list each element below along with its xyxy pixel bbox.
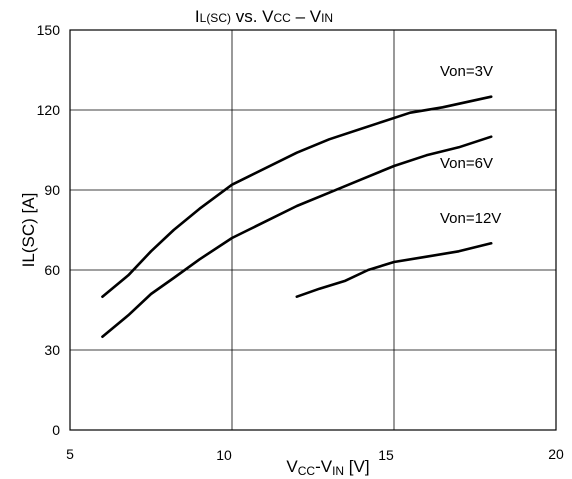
series-line-1 bbox=[101, 135, 493, 339]
series-label-von-3v: Von=3V bbox=[440, 63, 493, 80]
y-tick-label: 0 bbox=[52, 422, 60, 438]
series-line-0 bbox=[101, 95, 493, 299]
y-tick-label: 150 bbox=[37, 22, 61, 38]
x-tick-label: 10 bbox=[216, 447, 232, 463]
x-tick-label: 20 bbox=[548, 446, 564, 462]
series-label-von-12v: Von=12V bbox=[440, 210, 501, 227]
y-tick-label: 120 bbox=[37, 102, 61, 118]
x-tick-label: 15 bbox=[378, 447, 394, 463]
series-label-von-6v: Von=6V bbox=[440, 155, 493, 172]
y-tick-label: 30 bbox=[44, 342, 60, 358]
y-tick-labels: 0 30 60 90 120 150 bbox=[37, 22, 61, 438]
chart-title: IL(SC) vs. VCC – VIN bbox=[195, 7, 333, 26]
y-axis-label: IL(SC) [A] bbox=[19, 193, 38, 268]
series-layer bbox=[101, 95, 493, 339]
y-tick-label: 60 bbox=[44, 262, 60, 278]
x-tick-label: 5 bbox=[66, 446, 74, 462]
y-tick-label: 90 bbox=[44, 182, 60, 198]
series-line-2 bbox=[295, 242, 493, 299]
plot-frame bbox=[69, 29, 557, 431]
grid bbox=[70, 30, 556, 430]
x-axis-label: VCC-VIN [V] bbox=[286, 457, 369, 478]
x-tick-labels: 5 10 15 20 bbox=[66, 446, 564, 463]
